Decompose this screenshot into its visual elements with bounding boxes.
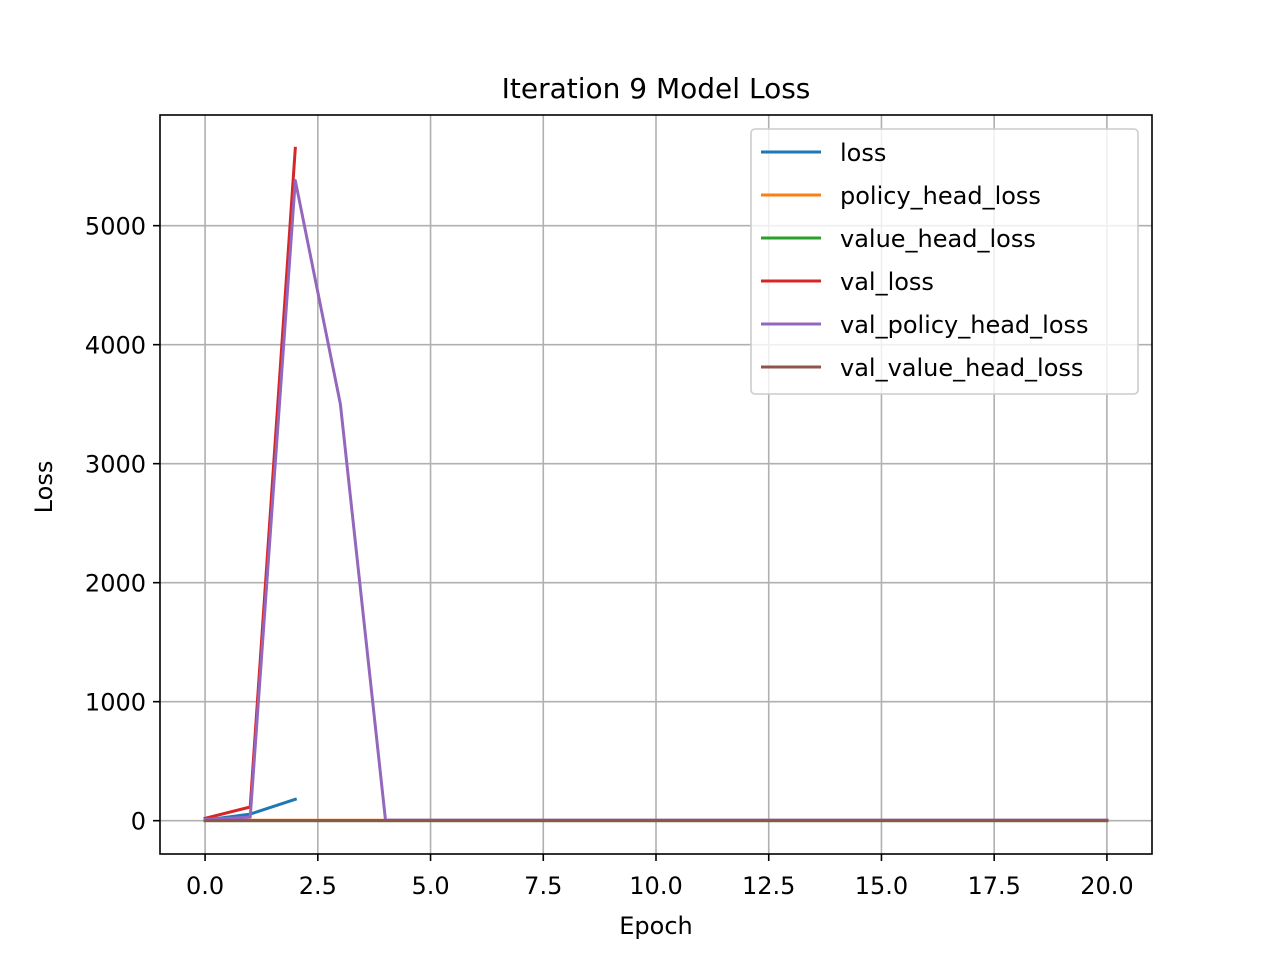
- x-tick-label: 17.5: [967, 872, 1020, 900]
- legend-label-value-head-loss: value_head_loss: [840, 225, 1036, 253]
- y-tick-label: 2000: [85, 570, 146, 598]
- y-tick-label: 4000: [85, 332, 146, 360]
- legend-label-policy-head-loss: policy_head_loss: [840, 182, 1041, 210]
- y-axis-ticks: 0 1000 2000 3000 4000 5000: [85, 213, 160, 836]
- x-tick-label: 5.0: [411, 872, 449, 900]
- x-tick-label: 20.0: [1080, 872, 1133, 900]
- y-tick-label: 3000: [85, 451, 146, 479]
- x-axis-ticks: 0.0 2.5 5.0 7.5 10.0 12.5 15.0 17.5 20.0: [186, 854, 1134, 900]
- y-tick-label: 1000: [85, 689, 146, 717]
- y-tick-label: 5000: [85, 213, 146, 241]
- x-axis-label: Epoch: [619, 912, 693, 940]
- x-tick-label: 7.5: [524, 872, 562, 900]
- x-tick-label: 12.5: [742, 872, 795, 900]
- x-tick-label: 2.5: [299, 872, 337, 900]
- legend-label-val-loss: val_loss: [840, 268, 934, 296]
- chart-title: Iteration 9 Model Loss: [502, 72, 811, 105]
- legend: loss policy_head_loss value_head_loss val_l…: [750, 128, 1139, 395]
- x-tick-label: 10.0: [629, 872, 682, 900]
- legend-label-loss: loss: [840, 139, 886, 167]
- series-lines: [203, 146, 1109, 823]
- x-tick-label: 15.0: [855, 872, 908, 900]
- legend-label-val-value-head-loss: val_value_head_loss: [840, 354, 1083, 382]
- y-tick-label: 0: [131, 808, 146, 836]
- x-tick-label: 0.0: [186, 872, 224, 900]
- legend-label-val-policy-head-loss: val_policy_head_loss: [840, 311, 1089, 339]
- legend-box: [750, 128, 1139, 395]
- y-axis-label: Loss: [30, 461, 58, 514]
- plot-frame: [159, 114, 1153, 855]
